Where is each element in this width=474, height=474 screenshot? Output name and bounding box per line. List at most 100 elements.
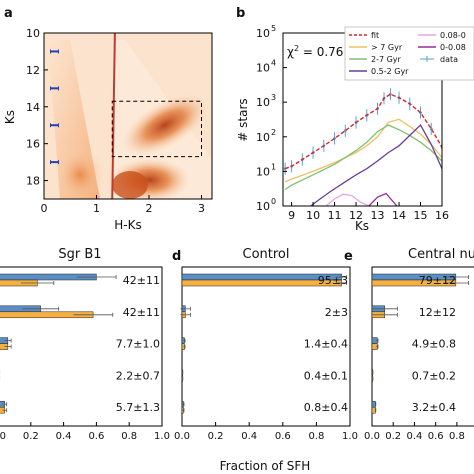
bar-value-label: 95±3 xyxy=(318,274,348,287)
panel-a-overlay xyxy=(50,32,202,200)
error-bar-marker xyxy=(50,160,59,165)
legend-item: 0.08-0 xyxy=(418,31,466,40)
y-tick-label: 10 xyxy=(256,165,270,178)
y-tick-label: 16 xyxy=(26,138,40,151)
bar-panel-control: d Control 95±3 2±3 1.4±0.4 0.4±0.1 0.8±0.4 0.0 0… xyxy=(172,247,358,442)
bar-value-label: 0.7±0.2 xyxy=(412,369,456,382)
x-tick-label: 0.2 xyxy=(208,431,224,442)
panel-b-letter: b xyxy=(236,6,245,21)
y-tick-label: 10 xyxy=(256,200,270,213)
series-line xyxy=(325,193,370,206)
bar-value-label: 2±3 xyxy=(325,306,348,319)
x-tick-label: 0.6 xyxy=(428,431,444,442)
series-line xyxy=(284,93,442,170)
legend-label: 2-7 Gyr xyxy=(371,55,402,64)
x-tick-label: 14 xyxy=(392,209,406,222)
x-tick-label: 0 xyxy=(41,202,48,215)
y-tick-label: 10 xyxy=(256,62,270,75)
panel-b-ylabel: # stars xyxy=(236,98,250,141)
panel-a-heatmap xyxy=(44,33,212,199)
x-tick-label: 12 xyxy=(349,209,363,222)
error-bar-marker xyxy=(50,86,59,91)
panel-b-plot xyxy=(283,88,442,206)
x-tick-label: 0.4 xyxy=(241,431,257,442)
chi-value: = 0.76 xyxy=(299,45,343,59)
bar-value-label: 5.7±1.3 xyxy=(116,401,160,414)
y-tick-label: 10 xyxy=(256,27,270,40)
chi-symbol: χ xyxy=(287,45,294,59)
bar-value-label: 2.2±0.7 xyxy=(116,369,160,382)
legend-label: 0.08-0 xyxy=(440,31,466,40)
y-tick-label: 10 xyxy=(26,27,40,40)
bar-value-label: 0.4±0.1 xyxy=(304,369,348,382)
x-tick-label: 0.0 xyxy=(0,431,6,442)
panel-title: Control xyxy=(243,247,290,262)
x-tick-label: 0.0 xyxy=(364,431,380,442)
panel-title: Central nucle xyxy=(408,247,474,262)
chi-exponent: 2 xyxy=(294,44,299,53)
bar-panel-sgr-b1: Sgr B1 42±11 42±11 7.7±1.0 2.2±0.7 5.7±1.3 0.0… xyxy=(0,247,170,442)
bar xyxy=(371,400,376,408)
x-tick-label: 1 xyxy=(93,202,100,215)
dashed-selection-box xyxy=(111,100,202,158)
bar-value-label: 4.9±0.8 xyxy=(412,338,456,351)
y-tick-label: 10 xyxy=(256,96,270,109)
x-tick-label: 10 xyxy=(306,209,320,222)
legend-label: > 7 Gyr xyxy=(371,43,403,52)
x-tick-label: 16 xyxy=(435,209,449,222)
legend-item: 0-0.08 xyxy=(418,43,466,52)
x-tick-label: 3 xyxy=(198,202,205,215)
legend-item: > 7 Gyr xyxy=(349,43,403,52)
x-tick-label: 0.6 xyxy=(88,431,104,442)
x-tick-label: 0.6 xyxy=(275,431,291,442)
y-tick-label: 10 xyxy=(256,131,270,144)
x-tick-label: 0.2 xyxy=(385,431,401,442)
bar-value-label: 1.4±0.4 xyxy=(304,338,348,351)
panel-letter: d xyxy=(172,249,181,264)
bar-value-label: 7.7±1.0 xyxy=(116,338,160,351)
x-tick-label: 1.0 xyxy=(154,431,170,442)
panel-title: Sgr B1 xyxy=(58,247,101,262)
y-tick-label: 12 xyxy=(26,64,40,77)
bar xyxy=(371,406,376,414)
x-tick-label: 0.4 xyxy=(406,431,422,442)
bar-value-label: 12±12 xyxy=(419,306,456,319)
panel-letter: e xyxy=(344,249,353,264)
legend-label: data xyxy=(440,55,458,64)
series-line xyxy=(284,118,442,183)
bar-value-label: 79±12 xyxy=(419,274,456,287)
series-line xyxy=(310,123,442,206)
x-tick-label: 0.4 xyxy=(56,431,72,442)
x-tick-label: 0.8 xyxy=(121,431,137,442)
error-bar-marker xyxy=(50,123,59,128)
panel-frame xyxy=(181,266,351,427)
series-line xyxy=(368,192,398,206)
x-tick-label: 0.8 xyxy=(449,431,465,442)
series-line xyxy=(284,124,442,191)
bar-value-label: 42±11 xyxy=(123,274,160,287)
y-tick-exponent: 0 xyxy=(271,197,276,206)
bar-value-label: 42±11 xyxy=(123,306,160,319)
x-tick-label: 11 xyxy=(328,209,342,222)
bar-panel-central-nucleus: e Central nucle 79±12 12±12 4.9±0.8 0.7±0.2 3.… xyxy=(344,247,474,442)
legend-label: fit xyxy=(371,31,379,40)
x-tick-label: 0.8 xyxy=(308,431,324,442)
x-tick-label: 1.0 xyxy=(342,431,358,442)
x-tick-label: 2 xyxy=(146,202,153,215)
y-tick-exponent: 1 xyxy=(271,162,276,171)
legend-item: 2-7 Gyr xyxy=(349,55,402,64)
legend-label: 0.5-2 Gyr xyxy=(371,67,409,76)
panel-b-annotation: χ2 = 0.76 xyxy=(287,44,343,59)
panel-a-letter: a xyxy=(4,6,13,21)
panel-frame xyxy=(371,266,474,427)
red-boundary-line xyxy=(111,32,116,200)
legend-item: fit xyxy=(349,31,379,40)
legend-item: 0.5-2 Gyr xyxy=(349,67,409,76)
legend-item: data xyxy=(420,55,458,64)
y-tick-exponent: 5 xyxy=(271,24,276,33)
y-tick-label: 18 xyxy=(26,175,40,188)
x-tick-label: 13 xyxy=(371,209,385,222)
panel-frame xyxy=(0,266,163,427)
